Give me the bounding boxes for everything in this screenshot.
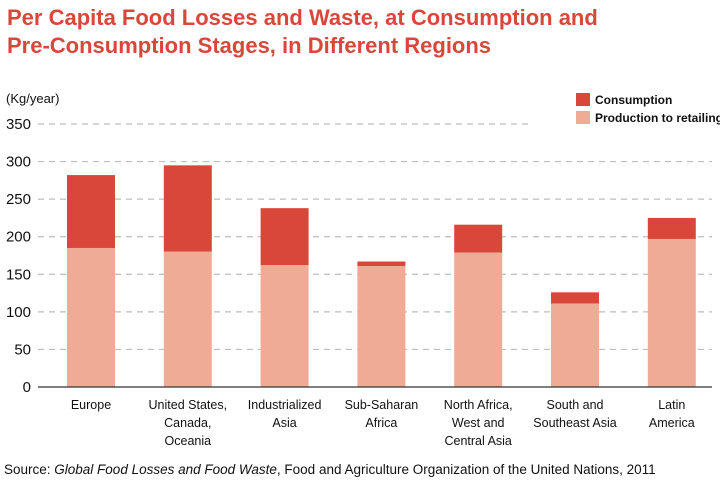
y-tick-label: 150 [6,266,31,283]
bar-consumption [260,208,309,266]
bar-consumption [163,165,212,252]
x-tick-label: South and Southeast Asia [533,398,616,430]
legend: Consumption Production to retailing [576,93,720,125]
source-work-title: Global Food Losses and Food Waste [54,462,277,477]
gridlines [38,123,712,351]
x-tick-label-line: Asia [272,416,296,430]
x-tick-label-line: Oceania [165,434,212,448]
x-tick-label-line: Europe [71,398,111,412]
legend-swatch [576,93,590,106]
x-tick-label-line: South and [547,398,604,412]
y-tick-label: 350 [6,116,31,133]
chart-title: Per Capita Food Losses and Waste, at Con… [7,4,707,60]
x-tick-label: United States, Canada, Oceania [149,398,228,448]
bar-production-to-retailing [454,252,503,387]
source-note: Source: Global Food Losses and Food Wast… [4,462,656,477]
x-tick-label-line: America [649,416,695,430]
x-tick-label: Europe [71,398,111,412]
x-tick-label-line: West and [452,416,505,430]
bar-consumption [647,217,696,239]
x-tick-label-line: Canada, [164,416,211,430]
y-tick-label: 50 [14,341,31,358]
x-tick-label-line: United States, [149,398,228,412]
y-axis-label: (Kg/year) [6,91,59,106]
x-tick-label: Latin America [649,398,695,430]
x-tick-label-line: Southeast Asia [533,416,616,430]
y-tick-label: 100 [6,304,31,321]
bar-consumption [357,261,406,267]
y-tick-label: 0 [23,379,31,396]
bar-consumption [67,175,115,248]
bar-production-to-retailing [260,265,309,387]
y-tick-label: 250 [6,191,31,208]
bars [67,165,696,387]
source-prefix: Source: [4,462,55,477]
legend-swatch [576,111,590,124]
bar-production-to-retailing [551,303,599,387]
legend-label: Production to retailing [595,111,720,125]
legend-label: Consumption [595,93,672,107]
x-tick-label: Sub-Saharan Africa [345,398,419,430]
x-tick-label-line: Central Asia [444,434,511,448]
bar-consumption [551,292,599,304]
title-line-1: Per Capita Food Losses and Waste, at Con… [7,5,598,30]
x-tick-label: Industrialized Asia [248,398,322,430]
bar-production-to-retailing [163,251,212,387]
x-tick-label-line: Latin [658,398,685,412]
x-tick-label-line: Industrialized [248,398,322,412]
y-tick-label: 300 [6,154,31,171]
x-tick-label-line: North Africa, [444,398,513,412]
y-tick-labels: 0 50 100 150 200 250 300 350 [6,116,31,396]
bar-production-to-retailing [67,247,115,387]
bar-production-to-retailing [647,238,696,387]
x-tick-label: North Africa, West and Central Asia [444,398,513,448]
x-tick-labels: Europe United States, Canada, Oceania Indust… [71,398,695,448]
bar-consumption [454,224,503,253]
y-tick-label: 200 [6,229,31,246]
source-suffix: , Food and Agriculture Organization of t… [276,462,656,477]
bar-production-to-retailing [357,266,406,387]
title-line-2: Pre-Consumption Stages, in Different Reg… [7,33,492,58]
x-tick-label-line: Sub-Saharan [345,398,419,412]
x-tick-label-line: Africa [365,416,397,430]
